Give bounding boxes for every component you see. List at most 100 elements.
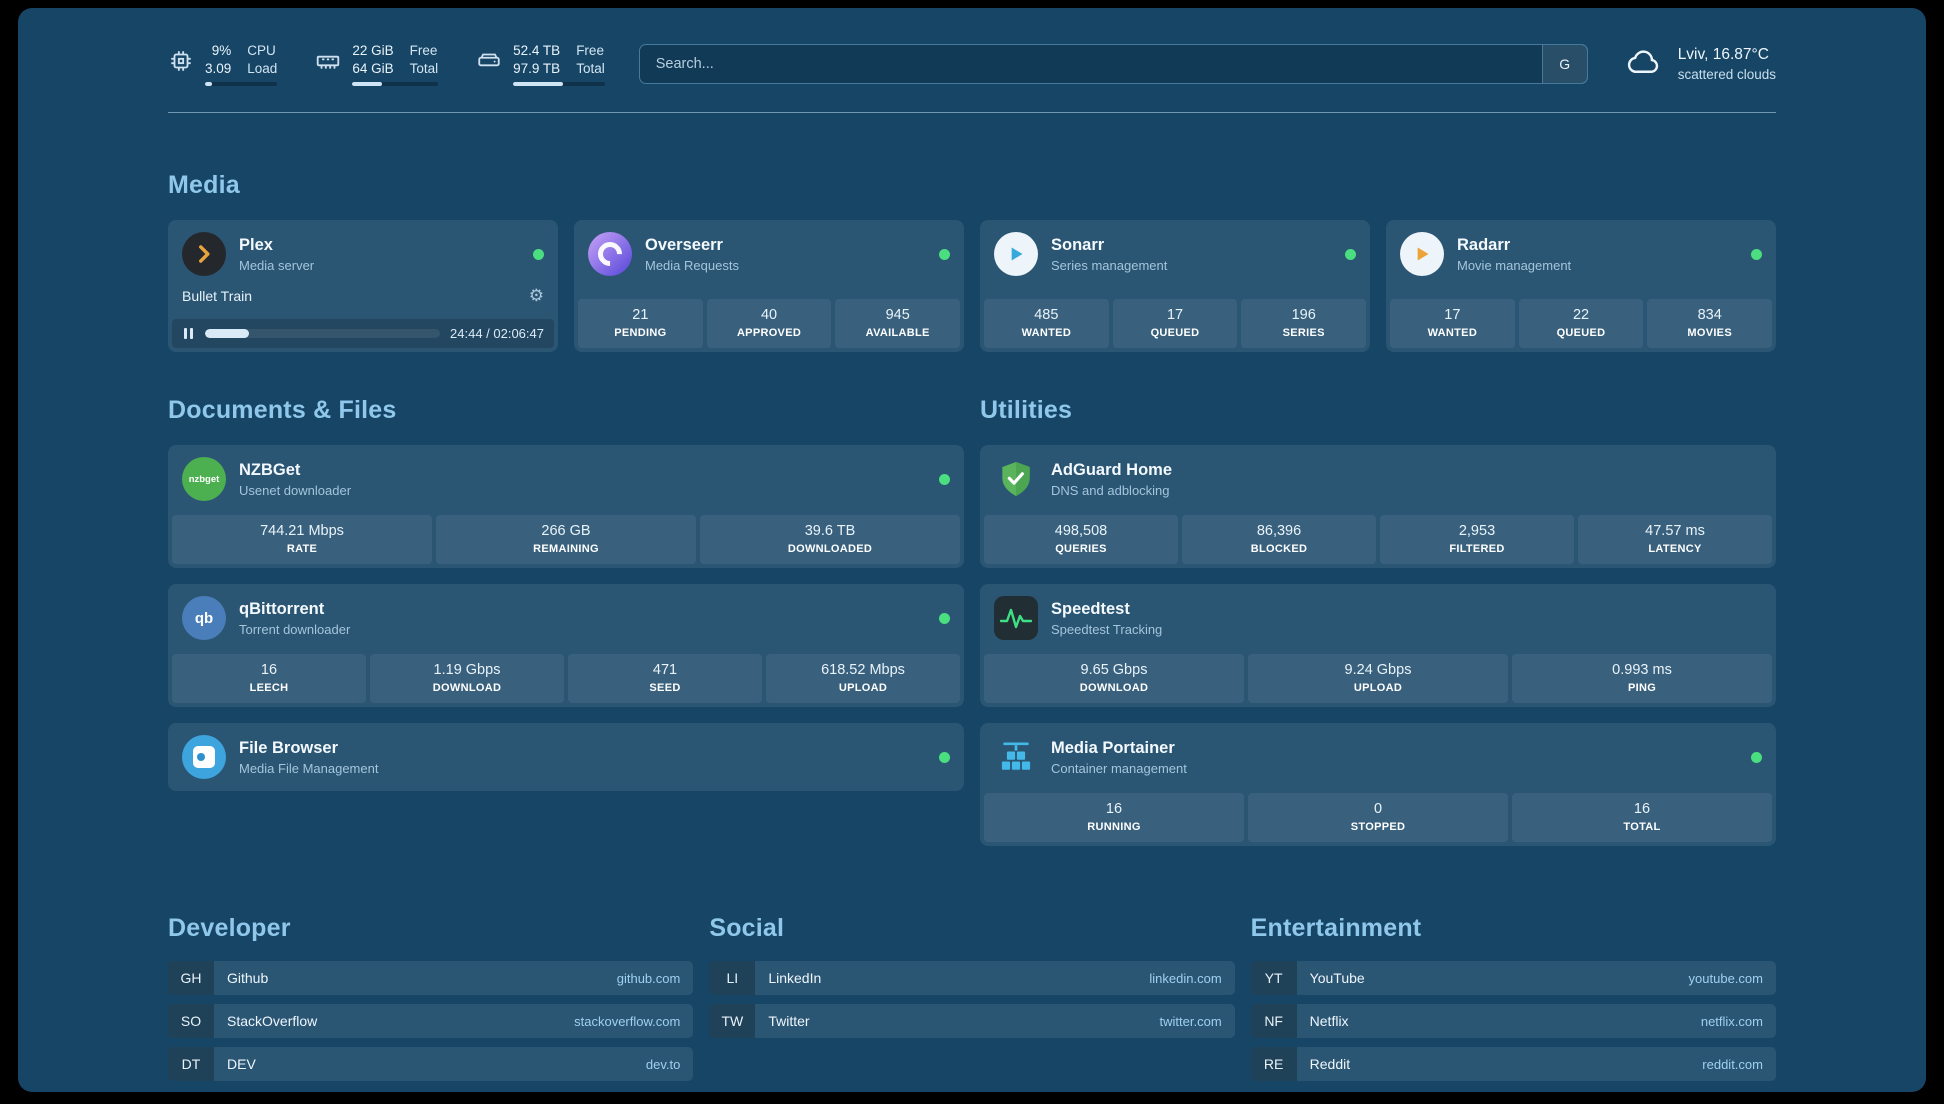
service-subtitle: Media server [239,257,315,273]
weather-location: Lviv, 16.87°C [1677,46,1769,64]
service-title: Media Portainer [1051,738,1175,757]
section-heading-media: Media [168,171,240,200]
search-input[interactable] [638,44,1588,85]
bookmark-reddit[interactable]: RE Reddit reddit.com [1250,1047,1776,1082]
service-card-qbittorrent[interactable]: qb qBittorrent Torrent downloader 16 LEE… [168,584,964,708]
bookmark-domain: twitter.com [1159,1013,1222,1029]
stat-download: 9.65 Gbps DOWNLOAD [984,654,1244,704]
service-stats: 16 RUNNING 0 STOPPED 16 TOTAL [980,789,1776,846]
service-subtitle: Media Requests [645,257,739,273]
service-title: Plex [239,235,273,254]
service-card-portainer[interactable]: Media Portainer Container management 16 … [980,723,1776,847]
cpu-load-label: Load [247,60,278,76]
search-bar: G [638,44,1588,85]
service-stats: 744.21 Mbps RATE 266 GB REMAINING 39.6 T… [168,511,964,568]
service-subtitle: Torrent downloader [239,621,351,637]
memory-total-label: Total [409,60,439,76]
stat-wanted: 485 WANTED [984,299,1109,349]
service-card-adguard[interactable]: AdGuard Home DNS and adblocking 498,508 … [980,445,1776,569]
playback-time: 24:44 / 02:06:47 [450,326,544,342]
nzbget-icon: nzbget [182,457,226,502]
bookmark-name: Reddit [1309,1056,1351,1073]
stat-wanted: 17 WANTED [1390,299,1515,349]
bookmark-abbr: DT [168,1047,214,1082]
service-stats: 17 WANTED 22 QUEUED 834 MOVIES [1386,295,1776,352]
stat-latency: 47.57 ms LATENCY [1578,515,1772,565]
bookmark-name: Github [227,970,269,987]
dashboard: 9% 3.09 CPU Load [18,8,1926,1092]
gear-icon[interactable]: ⚙ [528,286,544,306]
status-dot [939,248,950,260]
service-card-filebrowser[interactable]: File Browser Media File Management [168,723,964,792]
adguard-icon [994,457,1038,501]
pause-button[interactable] [182,326,195,341]
stat-ping: 0.993 ms PING [1512,654,1772,704]
qbittorrent-icon: qb [182,596,226,641]
disk-progress-bar [513,82,605,87]
filebrowser-icon [182,735,226,780]
status-dot [1345,248,1356,260]
search-provider-button[interactable]: G [1541,44,1588,85]
service-card-radarr[interactable]: Radarr Movie management 17 WANTED 22 QUE… [1386,220,1776,353]
service-subtitle: Media File Management [239,760,379,776]
section-heading-utilities: Utilities [980,396,1073,425]
disk-total-label: Total [576,60,605,76]
bookmark-dev[interactable]: DT DEV dev.to [168,1047,694,1082]
playback-progress-bar[interactable] [204,329,441,339]
weather-widget: Lviv, 16.87°C scattered clouds [1622,44,1776,85]
bookmark-linkedin[interactable]: LI LinkedIn linkedin.com [709,961,1235,996]
bookmark-domain: reddit.com [1702,1056,1763,1072]
status-dot [1751,751,1762,763]
bookmark-github[interactable]: GH Github github.com [168,961,694,996]
service-subtitle: DNS and adblocking [1051,482,1170,498]
bookmark-netflix[interactable]: NF Netflix netflix.com [1250,1004,1776,1039]
service-stats: 16 LEECH 1.19 Gbps DOWNLOAD 471 SEED 6 [168,650,964,707]
cpu-percent: 9% [211,43,232,58]
bookmark-name: Netflix [1309,1013,1349,1030]
stat-upload: 9.24 Gbps UPLOAD [1248,654,1508,704]
service-title: Radarr [1457,235,1511,254]
bookmark-twitter[interactable]: TW Twitter twitter.com [709,1004,1235,1039]
status-dot [533,248,544,260]
bookmark-name: Twitter [768,1013,810,1030]
bookmark-domain: linkedin.com [1149,970,1222,986]
bookmark-name: DEV [227,1056,256,1073]
bookmark-name: StackOverflow [227,1013,318,1030]
bookmark-stackoverflow[interactable]: SO StackOverflow stackoverflow.com [168,1004,694,1039]
bookmark-group-entertainment: Entertainment YT YouTube youtube.com NF … [1250,914,1776,1090]
service-subtitle: Container management [1051,760,1187,776]
stat-available: 945 AVAILABLE [835,299,961,349]
section-heading-developer: Developer [168,914,291,943]
service-card-speedtest[interactable]: Speedtest Speedtest Tracking 9.65 Gbps D… [980,584,1776,708]
bookmark-youtube[interactable]: YT YouTube youtube.com [1250,961,1776,996]
stat-queued: 17 QUEUED [1112,299,1238,349]
sonarr-icon [994,232,1038,277]
stat-downloaded: 39.6 TB DOWNLOADED [700,515,960,565]
resource-disk: 52.4 TB 97.9 TB Free Total [476,42,605,87]
speedtest-icon [994,596,1038,641]
service-card-nzbget[interactable]: nzbget NZBGet Usenet downloader 744.21 M… [168,445,964,569]
stat-approved: 40 APPROVED [706,299,832,349]
stat-upload: 618.52 Mbps UPLOAD [766,654,960,704]
stat-leech: 16 LEECH [172,654,366,704]
section-heading-entertainment: Entertainment [1250,914,1422,943]
disk-total-value: 97.9 TB [513,60,561,76]
section-media: Media Plex Media server [168,171,1776,353]
plex-icon [182,232,226,277]
resource-memory: 22 GiB 64 GiB Free Total [315,42,439,87]
now-playing-title: Bullet Train [182,287,253,304]
service-card-overseerr[interactable]: Overseerr Media Requests 21 PENDING 40 A… [574,220,964,353]
now-playing-bar: 24:44 / 02:06:47 [172,319,554,349]
service-card-plex[interactable]: Plex Media server Bullet Train ⚙ [168,220,558,353]
disk-icon [476,42,502,74]
overseerr-icon [588,232,632,277]
service-title: File Browser [239,738,339,757]
stat-filtered: 2,953 FILTERED [1380,515,1574,565]
service-title: Speedtest [1051,599,1130,618]
section-utilities: Utilities AdGuard Home DNS and adblockin… [980,396,1776,862]
service-title: AdGuard Home [1051,460,1173,479]
stat-download: 1.19 Gbps DOWNLOAD [370,654,564,704]
bookmark-domain: youtube.com [1688,970,1763,986]
service-card-sonarr[interactable]: Sonarr Series management 485 WANTED 17 Q… [980,220,1370,353]
stat-series: 196 SERIES [1241,299,1367,349]
